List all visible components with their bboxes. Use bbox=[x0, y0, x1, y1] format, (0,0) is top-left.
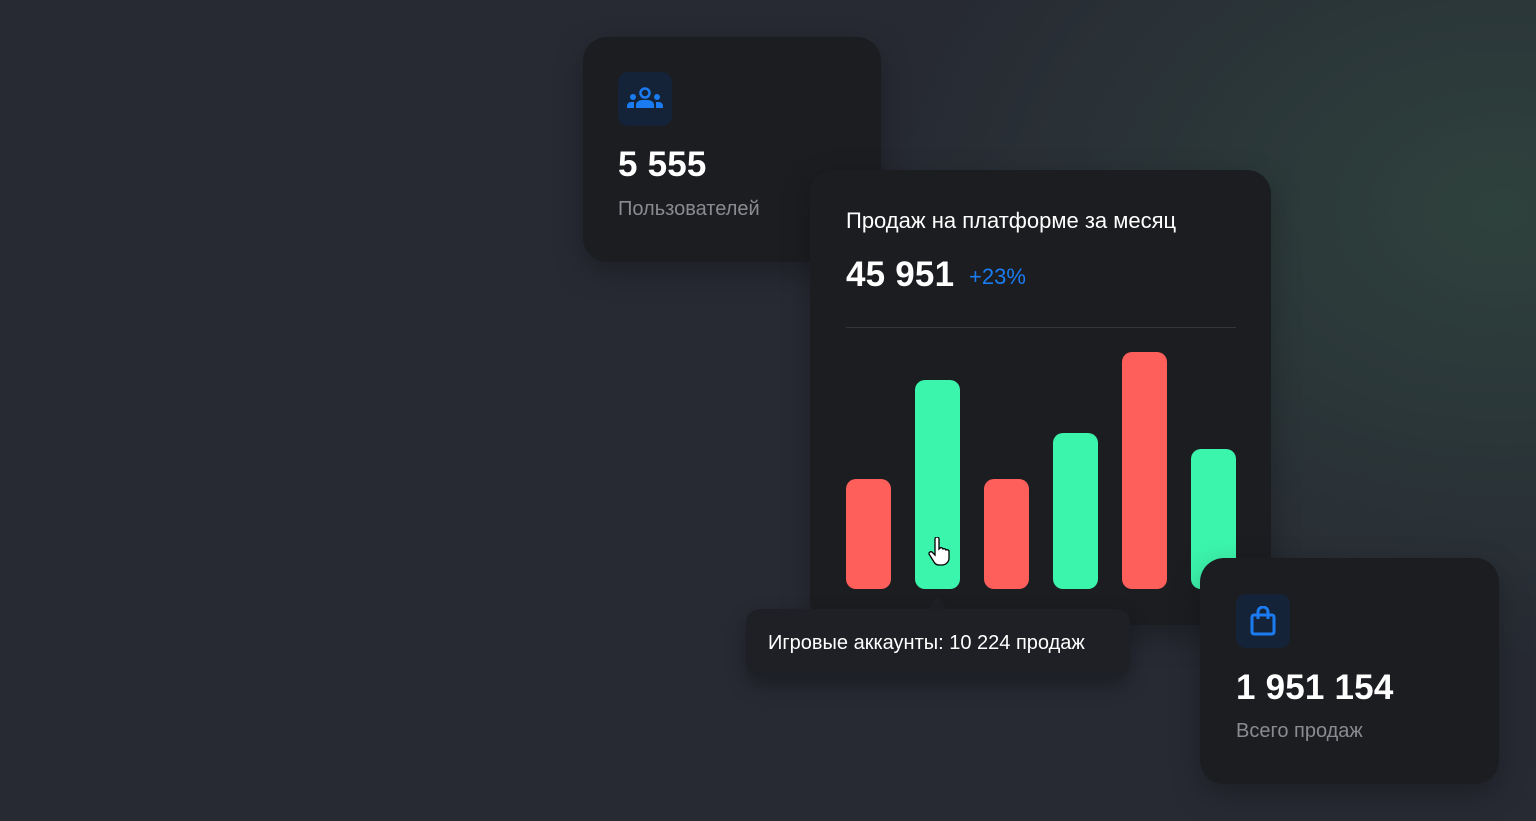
sales-chart-card: Продаж на платформе за месяц 45 951 +23% bbox=[810, 170, 1271, 625]
bar-3[interactable] bbox=[984, 478, 1029, 589]
total-sales-value: 1 951 154 bbox=[1236, 668, 1394, 707]
users-icon bbox=[618, 72, 672, 126]
total-sales-label: Всего продаж bbox=[1236, 720, 1363, 742]
bar-5[interactable] bbox=[1122, 352, 1167, 589]
users-label: Пользователей bbox=[618, 198, 760, 220]
bar-tooltip: Игровые аккаунты: 10 224 продаж bbox=[746, 609, 1130, 677]
sales-change: +23% bbox=[969, 264, 1026, 289]
total-sales-card: 1 951 154 Всего продаж bbox=[1200, 558, 1499, 784]
bar-1[interactable] bbox=[846, 478, 891, 589]
sales-title: Продаж на платформе за месяц bbox=[846, 208, 1177, 233]
divider bbox=[846, 327, 1236, 328]
tooltip-arrow bbox=[927, 597, 947, 609]
hand-cursor-icon bbox=[928, 537, 950, 566]
tooltip-text: Игровые аккаунты: 10 224 продаж bbox=[768, 631, 1085, 654]
users-count: 5 555 bbox=[618, 145, 707, 184]
sales-value: 45 951 bbox=[846, 255, 955, 294]
shopping-bag-icon bbox=[1236, 594, 1290, 648]
bar-4[interactable] bbox=[1053, 432, 1098, 589]
